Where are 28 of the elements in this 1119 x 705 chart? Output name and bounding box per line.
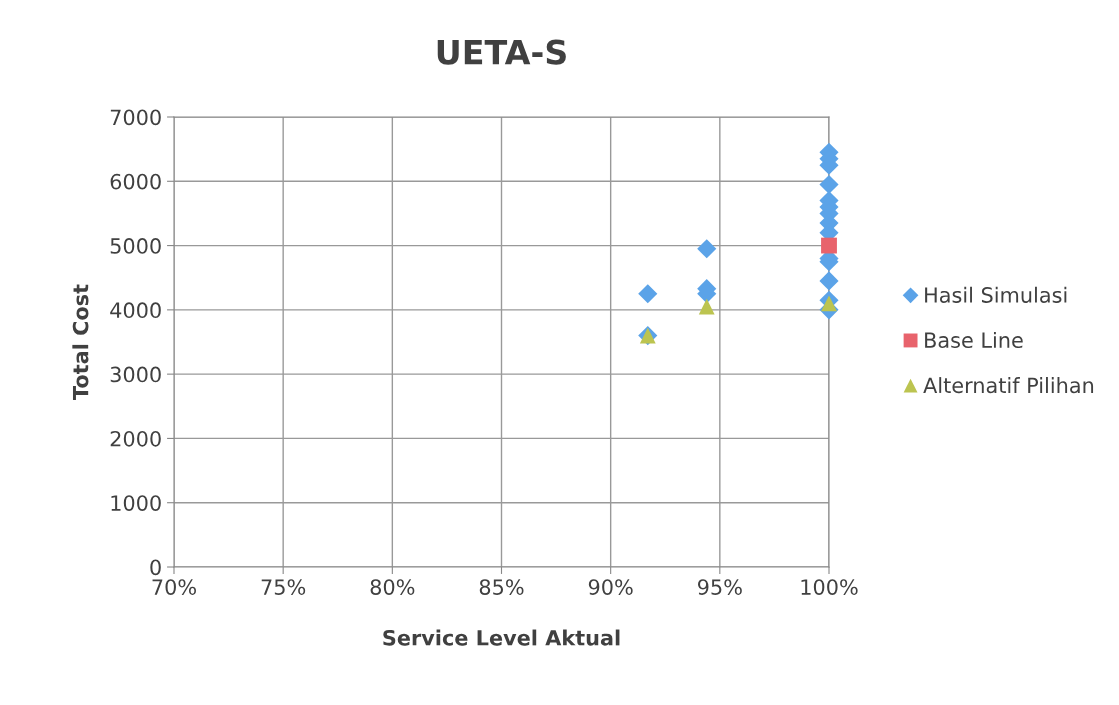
point [819,271,839,291]
point [638,284,658,304]
x-tick-label: 95% [697,579,742,595]
legend-label: Alternatif Pilihan [923,377,1094,394]
x-tick-label: 90% [588,579,633,595]
y-tick-label: 2000 [110,430,161,447]
y-axis-title: Total Cost [72,284,89,400]
point [697,239,717,259]
x-tick-label: 80% [370,579,415,595]
y-tick-label: 7000 [110,109,161,126]
x-tick-label: 100% [801,579,858,595]
point [821,237,837,254]
x-tick-label: 85% [479,579,524,595]
legend-label: Hasil Simulasi [925,286,1067,303]
x-axis-title: Service Level Aktual [383,629,620,646]
legend-label: Base Line [925,331,1023,349]
y-tick-label: 0 [150,559,161,576]
point [819,174,839,195]
y-tick-label: 3000 [110,366,161,383]
chart-title: UETA-S [437,39,566,65]
y-tick-label: 5000 [110,238,161,254]
y-tick-label: 6000 [110,173,161,190]
y-tick-label: 1000 [111,495,161,511]
y-tick-label: 4000 [110,302,161,319]
x-tick-label: 75% [261,579,306,595]
x-tick-label: 70% [152,579,196,595]
point [821,295,837,312]
point [698,298,715,315]
